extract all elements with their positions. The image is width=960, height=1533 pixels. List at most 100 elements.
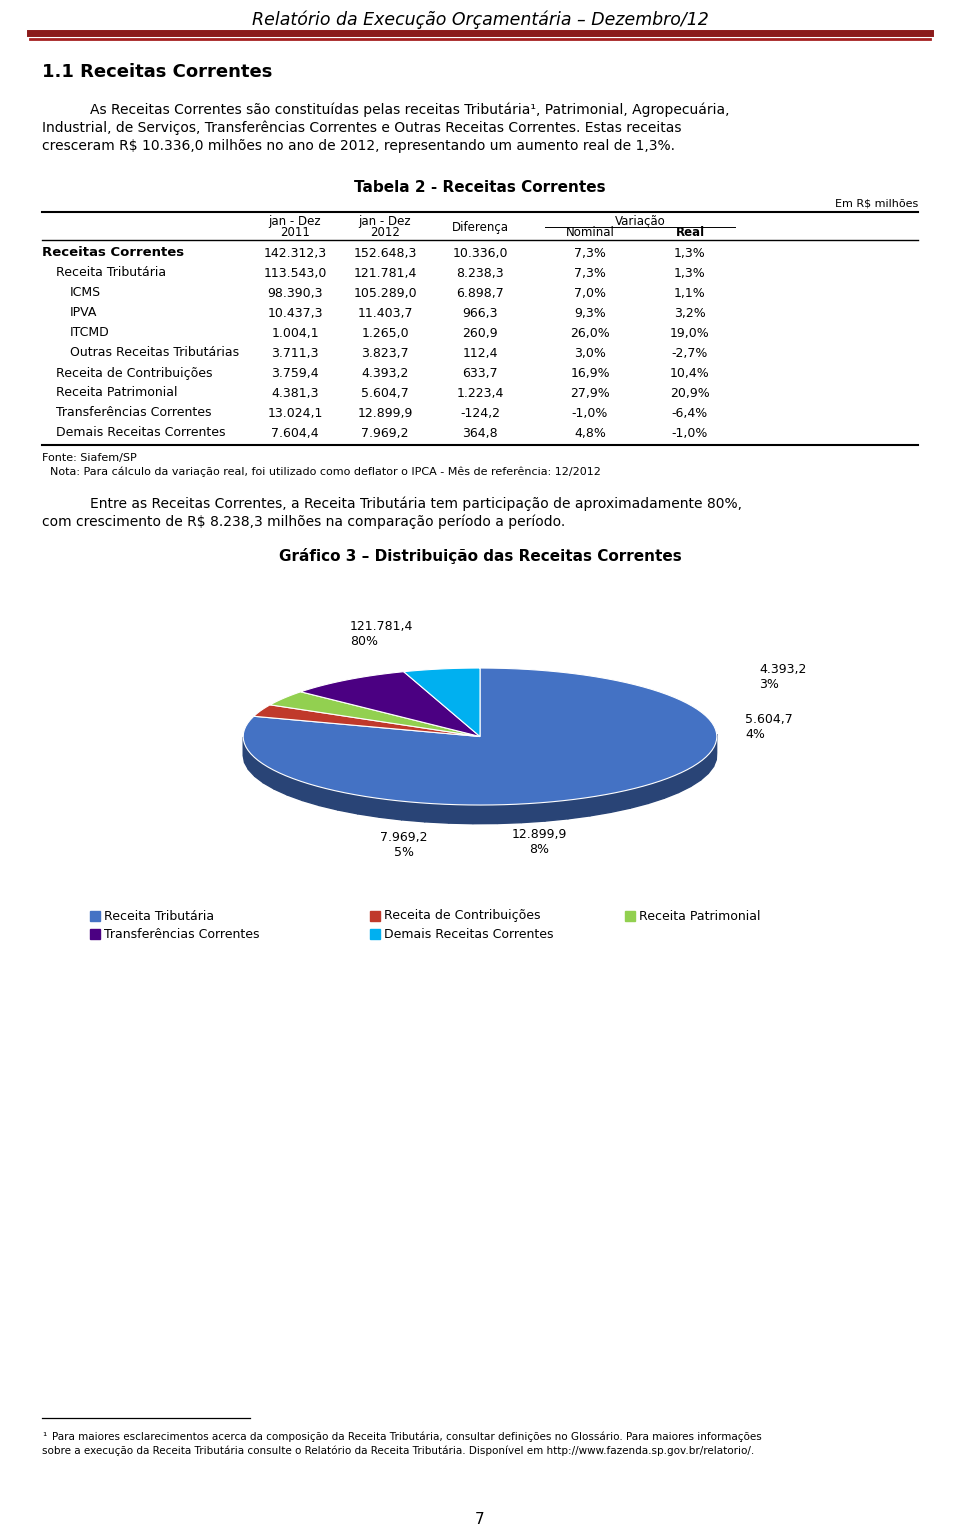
Text: 3.823,7: 3.823,7 [361,346,409,360]
Polygon shape [302,782,320,805]
Text: 2011: 2011 [280,227,310,239]
Polygon shape [713,740,716,766]
Polygon shape [404,668,480,736]
Text: Receita de Contribuições: Receita de Contribuições [56,366,212,380]
Text: 1,3%: 1,3% [674,247,706,259]
Text: 7.604,4: 7.604,4 [271,426,319,440]
Polygon shape [545,800,567,822]
Text: ¹: ¹ [42,1432,46,1443]
Text: 364,8: 364,8 [462,426,498,440]
Text: Transferências Correntes: Transferências Correntes [56,406,211,420]
Text: 4.393,2
3%: 4.393,2 3% [759,662,806,691]
Text: Receita Patrimonial: Receita Patrimonial [56,386,178,400]
Text: 4.393,2: 4.393,2 [361,366,409,380]
Polygon shape [425,803,449,823]
Polygon shape [249,751,254,776]
Text: jan - Dez: jan - Dez [269,216,322,228]
Text: Demais Receitas Correntes: Demais Receitas Correntes [56,426,226,440]
Text: 10.437,3: 10.437,3 [267,307,323,319]
Text: 98.390,3: 98.390,3 [267,287,323,299]
Text: sobre a execução da Receita Tributária consulte o Relatório da Receita Tributári: sobre a execução da Receita Tributária c… [42,1446,755,1456]
Polygon shape [611,789,630,812]
Text: 19,0%: 19,0% [670,327,709,339]
Polygon shape [379,799,402,820]
Text: 7,0%: 7,0% [574,287,606,299]
Text: 13.024,1: 13.024,1 [267,406,323,420]
Text: 5.604,7: 5.604,7 [361,386,409,400]
Text: Receitas Correntes: Receitas Correntes [42,247,184,259]
Polygon shape [300,671,480,736]
Text: 1.265,0: 1.265,0 [361,327,409,339]
Text: Para maiores esclarecimentos acerca da composição da Receita Tributária, consult: Para maiores esclarecimentos acerca da c… [52,1432,761,1443]
Text: -6,4%: -6,4% [672,406,708,420]
Text: Nominal: Nominal [565,227,614,239]
Polygon shape [320,786,338,809]
Text: Receita Patrimonial: Receita Patrimonial [639,909,760,923]
Polygon shape [664,774,679,799]
Text: 7.969,2: 7.969,2 [361,426,409,440]
Polygon shape [449,805,473,823]
Polygon shape [402,802,425,822]
Text: Receita Tributária: Receita Tributária [56,267,166,279]
Polygon shape [287,776,302,800]
Text: 7,3%: 7,3% [574,247,606,259]
Text: 20,9%: 20,9% [670,386,709,400]
Polygon shape [521,802,545,823]
Polygon shape [245,744,249,770]
Text: 112,4: 112,4 [463,346,497,360]
Text: jan - Dez: jan - Dez [359,216,411,228]
Bar [625,911,635,921]
Text: 9,3%: 9,3% [574,307,606,319]
Text: 2012: 2012 [370,227,400,239]
Polygon shape [567,797,589,819]
Polygon shape [263,765,275,789]
Text: com crescimento de R$ 8.238,3 milhões na comparação período a período.: com crescimento de R$ 8.238,3 milhões na… [42,515,565,529]
Polygon shape [243,668,717,805]
Text: ICMS: ICMS [70,287,101,299]
Text: 121.781,4
80%: 121.781,4 80% [349,621,413,648]
Text: Tabela 2 - Receitas Correntes: Tabela 2 - Receitas Correntes [354,181,606,196]
Text: Nota: Para cálculo da variação real, foi utilizado como deflator o IPCA - Mês de: Nota: Para cálculo da variação real, foi… [50,466,601,477]
Polygon shape [254,757,263,783]
Text: 966,3: 966,3 [463,307,497,319]
Text: 3,2%: 3,2% [674,307,706,319]
Text: -1,0%: -1,0% [672,426,708,440]
Polygon shape [243,737,245,762]
Text: Relatório da Execução Orçamentária – Dezembro/12: Relatório da Execução Orçamentária – Dez… [252,11,708,29]
Text: 16,9%: 16,9% [570,366,610,380]
Text: 5.604,7
4%: 5.604,7 4% [745,713,793,740]
Polygon shape [708,748,713,774]
Text: 10,4%: 10,4% [670,366,709,380]
Text: 7,3%: 7,3% [574,267,606,279]
Text: 1,1%: 1,1% [674,287,706,299]
Text: 1.004,1: 1.004,1 [271,327,319,339]
Polygon shape [679,768,690,793]
Text: 4,8%: 4,8% [574,426,606,440]
Text: Em R$ milhões: Em R$ milhões [835,199,918,208]
Text: 3,0%: 3,0% [574,346,606,360]
Text: 12.899,9: 12.899,9 [357,406,413,420]
Text: -1,0%: -1,0% [572,406,609,420]
Text: 633,7: 633,7 [462,366,498,380]
Polygon shape [275,771,287,796]
Text: 26,0%: 26,0% [570,327,610,339]
Text: 3.759,4: 3.759,4 [271,366,319,380]
Text: 260,9: 260,9 [462,327,498,339]
Polygon shape [701,754,708,780]
Text: 12.899,9
8%: 12.899,9 8% [512,828,567,857]
Text: IPVA: IPVA [70,307,97,319]
Text: 105.289,0: 105.289,0 [353,287,417,299]
Text: Receita de Contribuições: Receita de Contribuições [384,909,540,923]
Text: -124,2: -124,2 [460,406,500,420]
Polygon shape [648,780,664,803]
Text: 1.223,4: 1.223,4 [456,386,504,400]
Text: 6.898,7: 6.898,7 [456,287,504,299]
Text: -2,7%: -2,7% [672,346,708,360]
Text: Entre as Receitas Correntes, a Receita Tributária tem participação de aproximada: Entre as Receitas Correntes, a Receita T… [90,497,742,510]
Polygon shape [338,791,358,814]
Polygon shape [630,785,648,808]
Polygon shape [253,705,480,736]
Text: Demais Receitas Correntes: Demais Receitas Correntes [384,927,554,941]
Text: 1.1 Receitas Correntes: 1.1 Receitas Correntes [42,63,273,81]
Polygon shape [589,794,611,816]
